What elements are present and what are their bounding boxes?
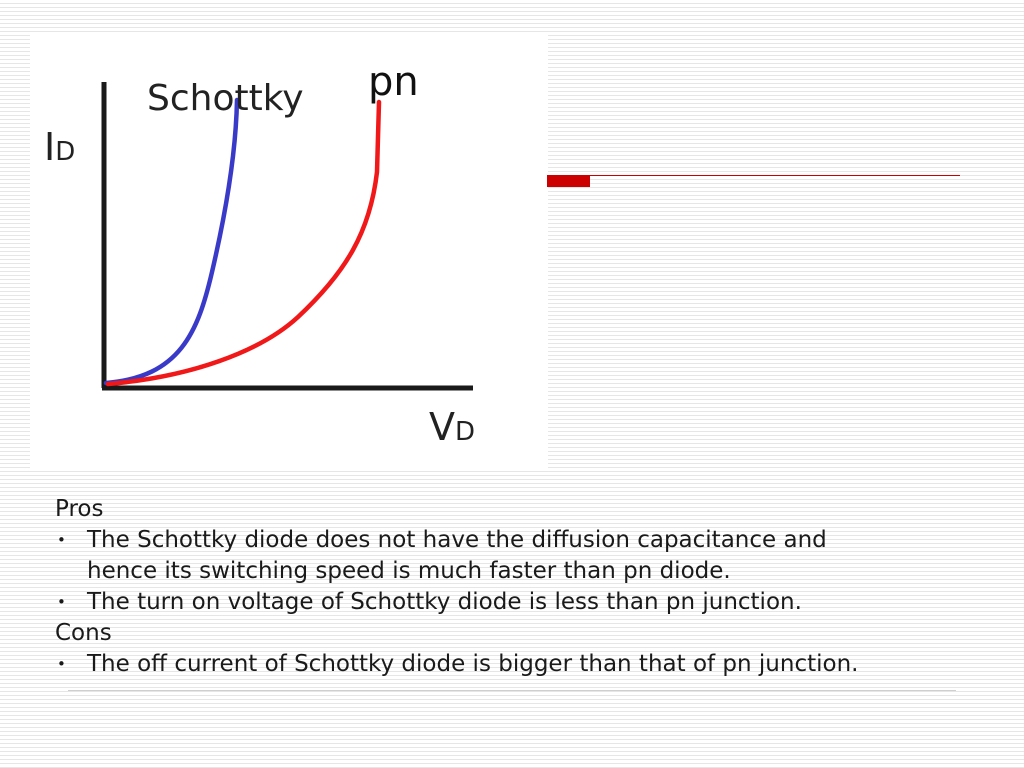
- title-accent-block: [547, 175, 590, 187]
- x-axis-label-main: V: [429, 405, 455, 449]
- footer-divider: [68, 690, 956, 691]
- bullet-icon: •: [57, 655, 66, 673]
- schottky-curve-label: Schottky: [147, 78, 304, 119]
- bullet-icon: •: [57, 593, 66, 611]
- iv-curve-graph: Schottky pn ID VD: [44, 59, 475, 449]
- pros-heading: Pros: [55, 496, 104, 522]
- schottky-curve: [103, 97, 240, 386]
- cons-heading: Cons: [55, 620, 112, 646]
- x-axis-label: VD: [429, 405, 475, 449]
- pros-item-line: hence its switching speed is much faster…: [87, 558, 731, 584]
- cons-list: • The off current of Schottky diode is b…: [55, 649, 985, 680]
- bullet-icon: •: [57, 531, 66, 549]
- pros-item-text: The turn on voltage of Schottky diode is…: [87, 589, 802, 615]
- y-axis-label-main: I: [44, 125, 55, 169]
- pros-item-line: The Schottky diode does not have the dif…: [87, 527, 827, 553]
- pros-item: • The Schottky diode does not have the d…: [55, 525, 985, 587]
- pros-item-text: The Schottky diode does not have the dif…: [87, 527, 827, 584]
- pros-item: • The turn on voltage of Schottky diode …: [55, 587, 985, 618]
- cons-item: • The off current of Schottky diode is b…: [55, 649, 985, 680]
- pn-curve: [105, 99, 382, 387]
- iv-characteristic-figure: Schottky pn ID VD: [30, 32, 548, 468]
- pros-list: • The Schottky diode does not have the d…: [55, 525, 985, 618]
- pn-curve-label: pn: [368, 59, 419, 105]
- cons-item-text: The off current of Schottky diode is big…: [87, 651, 859, 677]
- pros-cons-text: Pros • The Schottky diode does not have …: [55, 494, 985, 680]
- y-axis-label-subscript: D: [55, 137, 75, 167]
- x-axis-label-subscript: D: [455, 417, 475, 447]
- y-axis-label: ID: [44, 125, 75, 169]
- title-accent-line: [547, 175, 960, 176]
